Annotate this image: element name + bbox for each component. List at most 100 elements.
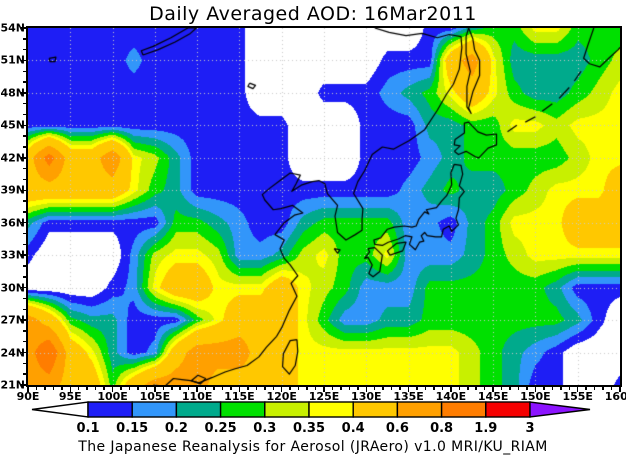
lat-tick-label: 42N xyxy=(0,151,25,165)
lon-tick-label: 135E xyxy=(393,390,424,403)
colorbar-tick-label: 3 xyxy=(525,421,534,436)
colorbar-segment xyxy=(87,401,133,418)
lon-tick xyxy=(357,387,359,390)
lon-tick xyxy=(602,387,604,390)
lon-tick xyxy=(492,387,494,392)
colorbar-tick-label: 0.35 xyxy=(293,421,325,436)
lat-tick xyxy=(23,200,26,202)
lat-tick xyxy=(23,362,26,365)
lon-tick-label: 125E xyxy=(308,390,340,403)
lat-tick xyxy=(23,297,26,300)
map-plot-area xyxy=(26,26,622,387)
lon-tick xyxy=(560,387,562,390)
lon-tick xyxy=(568,387,570,390)
caption: The Japanese Reanalysis for Aerosol (JRA… xyxy=(78,439,548,455)
chart-title: Daily Averaged AOD: 16Mar2011 xyxy=(149,3,477,25)
lon-tick xyxy=(128,387,131,390)
lon-tick xyxy=(69,387,72,392)
lon-tick xyxy=(264,387,266,390)
lon-tick xyxy=(196,387,198,392)
lon-tick-label: 130E xyxy=(351,390,382,403)
lat-tick xyxy=(23,178,26,181)
lon-tick xyxy=(120,387,122,390)
lat-tick xyxy=(23,265,26,267)
lon-tick xyxy=(365,387,368,392)
lon-tick xyxy=(390,387,393,390)
lat-tick xyxy=(23,340,26,343)
lat-tick xyxy=(23,308,26,311)
colorbar-right-arrow xyxy=(529,401,591,418)
lat-tick xyxy=(23,38,26,40)
lon-tick xyxy=(509,387,511,390)
lon-tick xyxy=(585,387,587,390)
lat-tick-label: 24N xyxy=(0,346,25,360)
colorbar-segment xyxy=(264,401,310,418)
lat-tick-label: 30N xyxy=(0,281,25,295)
colorbar-tick-label: 0.15 xyxy=(116,421,148,436)
lon-tick xyxy=(162,387,165,390)
colorbar-segment xyxy=(396,401,443,418)
lon-tick xyxy=(213,387,215,390)
colorbar-segment xyxy=(440,401,487,418)
lat-tick xyxy=(23,167,26,170)
lon-tick xyxy=(94,387,97,390)
lon-tick xyxy=(52,387,55,390)
lat-tick xyxy=(21,221,26,224)
lat-tick-label: 51N xyxy=(0,53,25,67)
lon-tick xyxy=(475,387,477,390)
colorbar-tick-label: 0.6 xyxy=(386,421,409,436)
lon-tick xyxy=(297,387,300,390)
colorbar-tick-label: 0.4 xyxy=(342,421,365,436)
lat-tick xyxy=(23,102,26,105)
lon-tick-label: 155E xyxy=(562,390,593,403)
lon-tick-label: 95E xyxy=(58,390,82,403)
colorbar: 0.1 0.15 0.2 0.25 0.3 0.35 0.4 0.6 0.8 1.9 3 xyxy=(31,401,591,436)
colorbar-tick-label: 0.8 xyxy=(430,421,453,436)
lon-tick xyxy=(154,387,156,392)
lon-tick xyxy=(500,387,503,390)
lat-tick xyxy=(21,59,26,62)
lat-tick xyxy=(23,70,26,73)
lon-tick xyxy=(467,387,469,390)
lat-tick-label: 36N xyxy=(0,216,25,230)
lon-tick-label: 120E xyxy=(266,390,297,403)
lat-tick xyxy=(23,135,26,137)
lat-tick xyxy=(23,113,26,116)
lon-tick xyxy=(610,387,613,390)
colorbar-tick-label: 0.2 xyxy=(165,421,188,436)
colorbar-segment xyxy=(308,401,354,418)
lon-tick xyxy=(593,387,596,390)
lat-tick-label: 54N xyxy=(0,21,25,35)
lat-tick xyxy=(21,27,26,29)
lon-tick xyxy=(323,387,325,392)
lon-tick xyxy=(238,387,241,392)
lat-tick xyxy=(23,276,26,278)
lon-tick xyxy=(534,387,537,392)
lon-tick xyxy=(247,387,249,390)
lat-tick xyxy=(21,286,26,289)
lon-tick-label: 150E xyxy=(520,390,551,403)
lon-tick xyxy=(77,387,80,390)
lon-tick xyxy=(348,387,351,390)
lon-tick xyxy=(373,387,376,390)
lon-tick xyxy=(424,387,427,390)
lon-tick xyxy=(137,387,139,390)
colorbar-tick-label: 0.25 xyxy=(205,421,237,436)
lon-tick xyxy=(255,387,258,390)
lon-tick xyxy=(306,387,308,390)
lat-tick xyxy=(23,211,26,213)
lon-tick xyxy=(576,387,579,392)
lon-tick xyxy=(450,387,452,392)
lon-tick xyxy=(407,387,410,392)
lon-tick-label: 90E xyxy=(16,390,40,403)
lon-tick xyxy=(483,387,486,390)
lat-tick xyxy=(23,232,26,235)
lon-tick xyxy=(187,387,190,390)
lon-tick xyxy=(272,387,274,390)
colorbar-segment xyxy=(175,401,222,418)
lat-tick xyxy=(21,157,26,159)
lat-tick xyxy=(21,319,26,321)
lat-tick xyxy=(23,146,26,148)
lat-tick-label: 39N xyxy=(0,183,25,197)
lon-tick xyxy=(86,387,88,390)
